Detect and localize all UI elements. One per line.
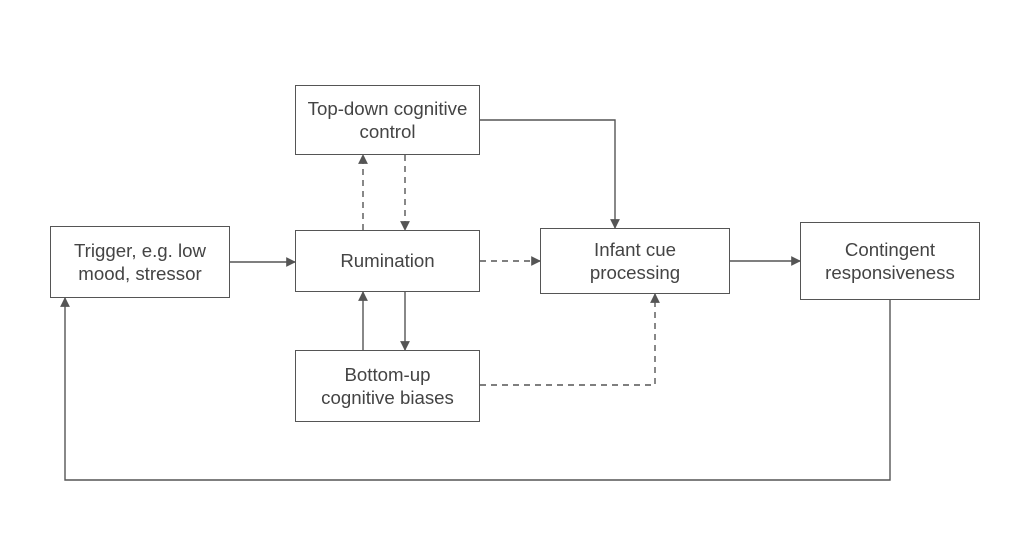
- node-rumination-label: Rumination: [340, 249, 434, 272]
- node-trigger-label: Trigger, e.g. low mood, stressor: [61, 239, 219, 286]
- node-infant: Infant cue processing: [540, 228, 730, 294]
- node-trigger: Trigger, e.g. low mood, stressor: [50, 226, 230, 298]
- node-topdown: Top-down cognitive control: [295, 85, 480, 155]
- node-bottomup-label: Bottom-up cognitive biases: [306, 363, 469, 410]
- node-bottomup: Bottom-up cognitive biases: [295, 350, 480, 422]
- diagram-canvas: Trigger, e.g. low mood, stressor Top-dow…: [0, 0, 1024, 557]
- edge-bottomup-to-infant: [480, 294, 655, 385]
- node-infant-label: Infant cue processing: [551, 238, 719, 285]
- node-topdown-label: Top-down cognitive control: [306, 97, 469, 144]
- edge-topdown-to-infant: [480, 120, 615, 228]
- node-contingent: Contingent responsiveness: [800, 222, 980, 300]
- node-rumination: Rumination: [295, 230, 480, 292]
- node-contingent-label: Contingent responsiveness: [811, 238, 969, 285]
